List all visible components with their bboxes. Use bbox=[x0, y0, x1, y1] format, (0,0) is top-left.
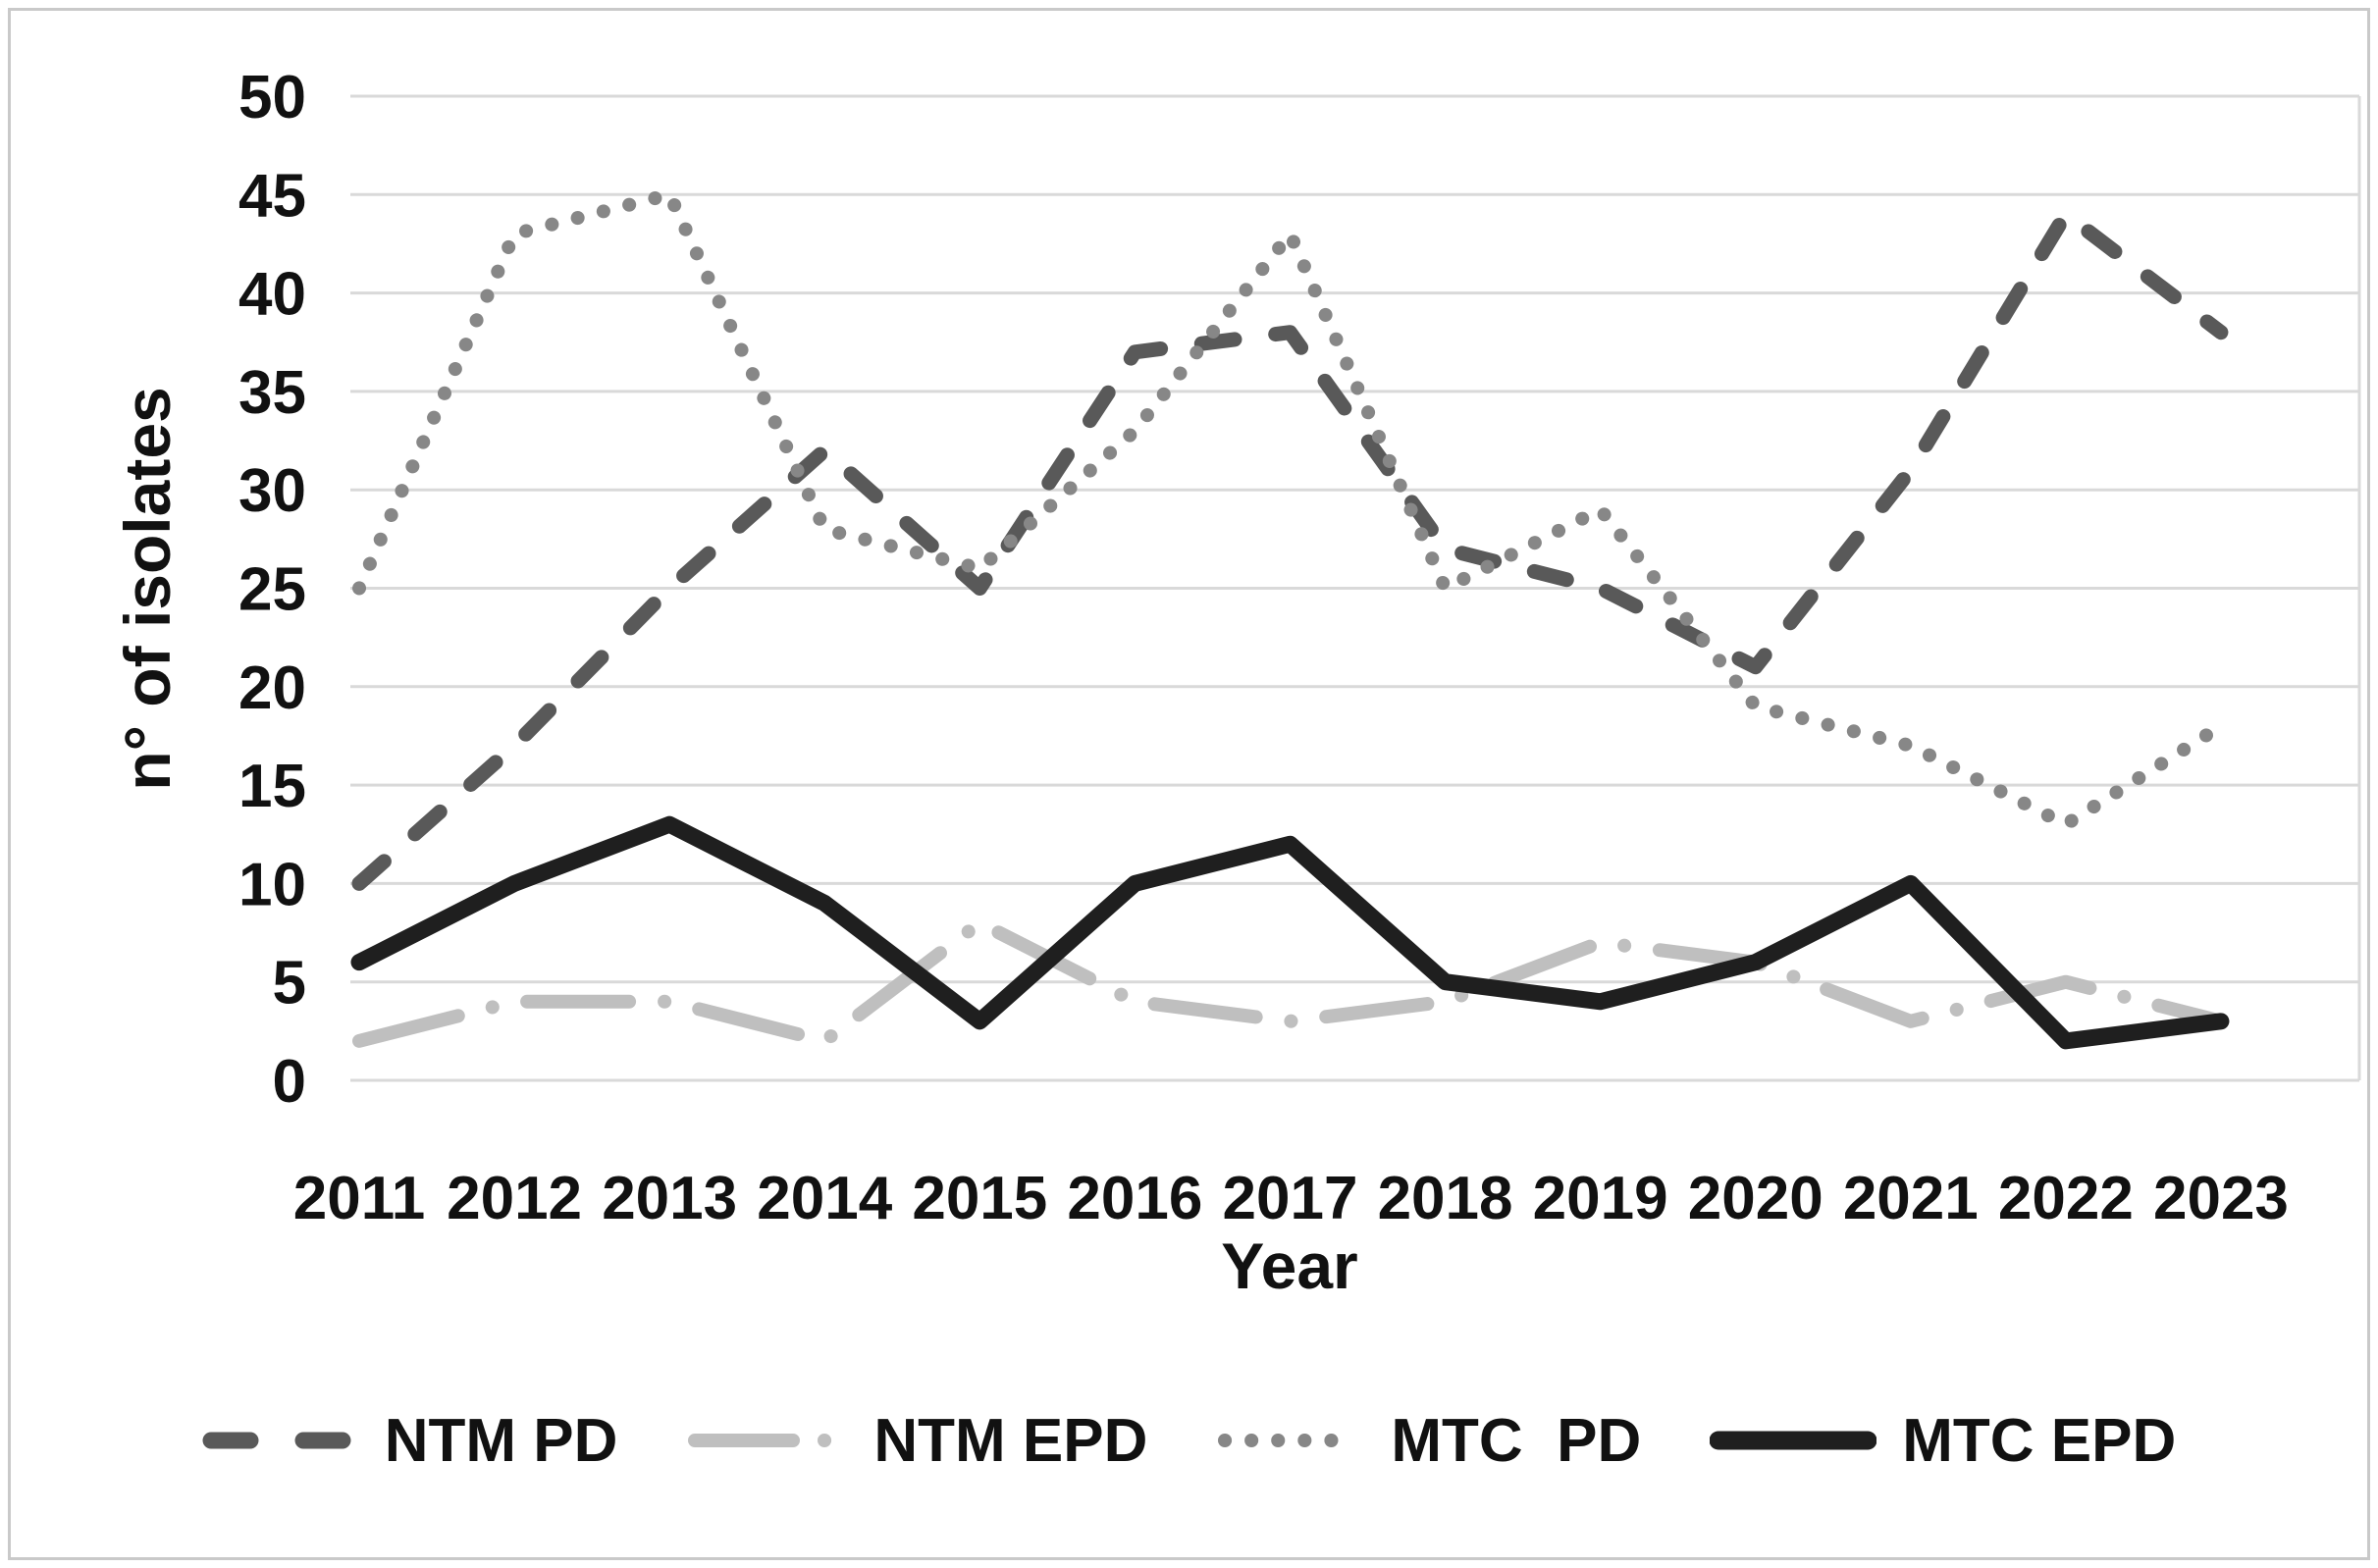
y-tick-label: 0 bbox=[273, 1048, 306, 1116]
x-axis-title: Year bbox=[1221, 1229, 1358, 1302]
mtc-epd-swatch bbox=[1710, 1431, 1877, 1450]
series-line-mtc-pd bbox=[352, 187, 2228, 832]
legend-item-ntm-pd: NTM PD bbox=[202, 1406, 618, 1476]
x-axis-year-label: 2012 bbox=[447, 1165, 582, 1232]
y-tick-label: 15 bbox=[238, 753, 306, 820]
legend: NTM PD NTM EPD MTC PD MTC EPD bbox=[0, 1382, 2378, 1499]
legend-item-ntm-epd: NTM EPD bbox=[686, 1406, 1147, 1476]
ntm-epd-swatch bbox=[688, 1434, 847, 1447]
x-axis-year-label: 2022 bbox=[1998, 1165, 2134, 1232]
x-axis-year-label: 2015 bbox=[912, 1165, 1047, 1232]
series-line-ntm-pd bbox=[351, 206, 2229, 891]
legend-label-mtc-epd: MTC EPD bbox=[1902, 1406, 2177, 1475]
x-axis-year-label: 2017 bbox=[1223, 1165, 1358, 1232]
x-axis-year-label: 2018 bbox=[1378, 1165, 1513, 1232]
x-axis-year-label: 2020 bbox=[1688, 1165, 1823, 1232]
mtc-pd-swatch bbox=[1218, 1434, 1364, 1447]
x-axis-year-label: 2023 bbox=[2153, 1165, 2289, 1232]
y-tick-label: 10 bbox=[238, 851, 306, 918]
y-tick-label: 5 bbox=[273, 950, 306, 1018]
ntm-pd-swatch bbox=[202, 1432, 359, 1449]
y-tick-label: 45 bbox=[238, 162, 306, 230]
legend-item-mtc-pd: MTC PD bbox=[1216, 1406, 1641, 1476]
y-tick-label: 50 bbox=[238, 64, 306, 131]
series-line-mtc-epd bbox=[350, 815, 2230, 1050]
y-tick-label: 30 bbox=[238, 457, 306, 525]
y-tick-label: 40 bbox=[238, 261, 306, 329]
series-line-ntm-epd bbox=[352, 915, 2228, 1048]
legend-label-ntm-epd: NTM EPD bbox=[873, 1406, 1148, 1475]
y-tick-label: 25 bbox=[238, 556, 306, 624]
x-axis-year-label: 2014 bbox=[757, 1165, 892, 1232]
x-axis-year-label: 2019 bbox=[1533, 1165, 1668, 1232]
legend-item-mtc-epd: MTC EPD bbox=[1710, 1406, 2176, 1476]
x-axis-year-label: 2021 bbox=[1843, 1165, 1979, 1232]
x-axis-year-label: 2016 bbox=[1067, 1165, 1202, 1232]
y-tick-label: 35 bbox=[238, 359, 306, 427]
x-axis-year-label: 2011 bbox=[293, 1165, 426, 1232]
y-axis-title: n° of isolates bbox=[111, 387, 184, 791]
legend-label-mtc-pd: MTC PD bbox=[1391, 1406, 1642, 1475]
y-tick-label: 20 bbox=[238, 654, 306, 722]
legend-label-ntm-pd: NTM PD bbox=[384, 1406, 618, 1475]
x-axis-year-label: 2013 bbox=[602, 1165, 737, 1232]
